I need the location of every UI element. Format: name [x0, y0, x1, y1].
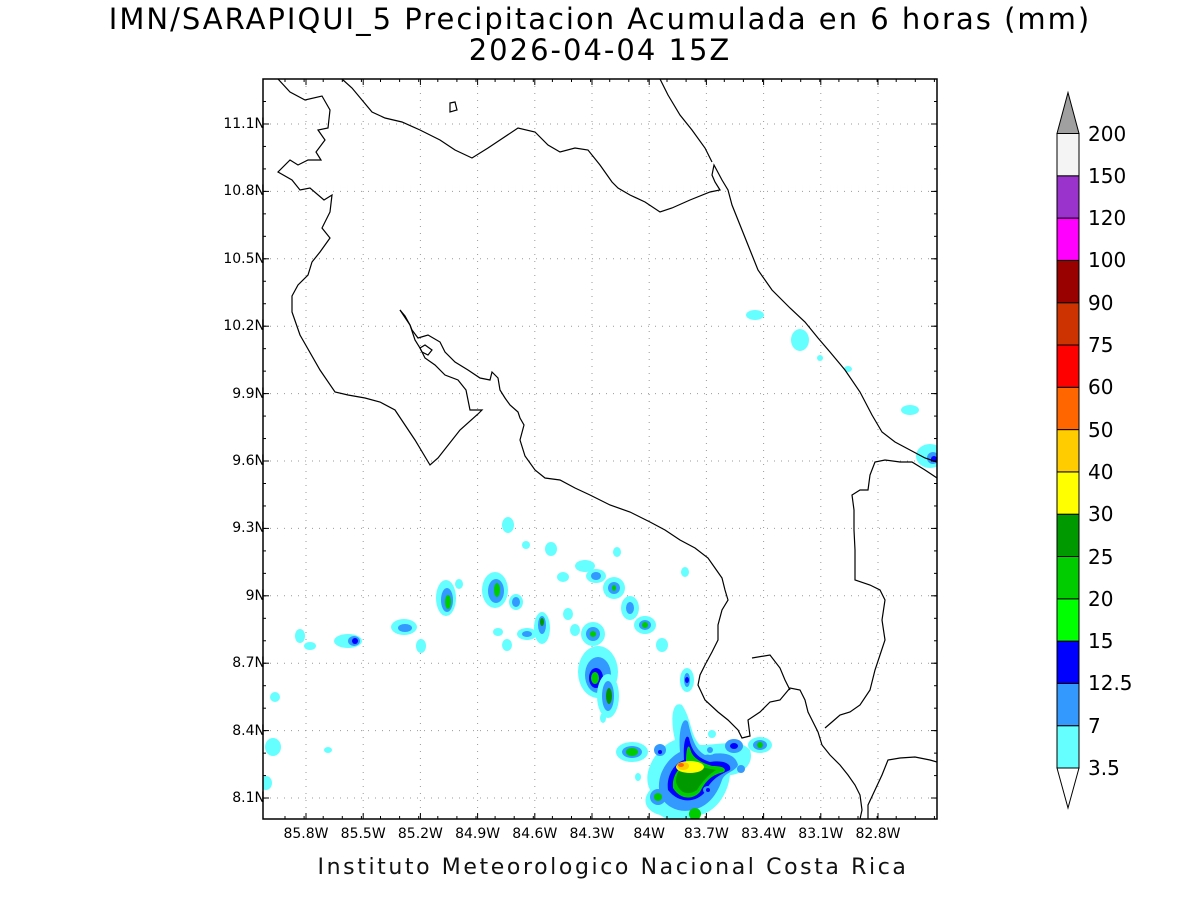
lat-label: 9.9N — [232, 385, 265, 402]
lat-label: 9.6N — [232, 453, 265, 469]
map-subtitle: 2026-04-04 15Z — [468, 33, 732, 67]
colorbar-swatch — [1056, 640, 1080, 684]
colorbar-swatch — [1056, 175, 1080, 219]
colorbar-level-label: 15 — [1088, 629, 1114, 654]
precip-cell — [681, 310, 937, 577]
lon-label: 83.4W — [741, 826, 787, 842]
colorbar-swatch — [1056, 429, 1080, 473]
colorbar-swatch — [1056, 133, 1080, 177]
colorbar-level-label: 3.5 — [1088, 756, 1120, 780]
lon-label: 83.1W — [798, 826, 844, 842]
map-frame — [262, 78, 938, 820]
colorbar-swatch — [1056, 302, 1080, 346]
colorbar-level-label: 40 — [1088, 459, 1114, 484]
precip-cell — [616, 704, 772, 819]
lat-label: 9N — [245, 587, 265, 604]
colorbar-level-label: 100 — [1088, 248, 1127, 273]
coastline — [277, 79, 937, 819]
colorbar-swatch — [1056, 259, 1080, 304]
lon-label: 84.6W — [512, 826, 558, 842]
lon-label: 82.8W — [855, 826, 901, 842]
lon-label: 84W — [633, 826, 666, 842]
colorbar-lower-triangle — [1056, 767, 1080, 810]
lat-label: 8.7N — [232, 655, 265, 672]
colorbar-swatch — [1056, 598, 1080, 642]
colorbar-level-label: 90 — [1088, 290, 1114, 315]
colorbar-level-label: 150 — [1088, 163, 1127, 188]
colorbar-swatch — [1056, 471, 1080, 515]
colorbar-swatch — [1056, 217, 1080, 261]
lon-label: 83.7W — [683, 826, 729, 842]
lat-label: 8.4N — [232, 722, 265, 739]
colorbar-swatch — [1056, 725, 1080, 769]
lon-label: 84.9W — [455, 826, 501, 842]
colorbar-swatch — [1056, 556, 1080, 600]
lat-label: 10.2N — [223, 318, 265, 335]
lon-label: 85.8W — [283, 826, 329, 842]
footer-credit: Instituto Meteorologico Nacional Costa R… — [317, 855, 909, 880]
lon-label: 84.3W — [569, 826, 615, 842]
colorbar-swatch — [1056, 386, 1080, 431]
lat-label: 11.1N — [223, 116, 265, 132]
colorbar-level-label: 30 — [1088, 502, 1114, 527]
colorbar-level-label: 7 — [1088, 713, 1101, 738]
colorbar-level-label: 25 — [1088, 544, 1114, 569]
colorbar-level-label: 50 — [1088, 417, 1114, 442]
colorbar-swatch — [1056, 682, 1080, 727]
map-title: IMN/SARAPIQUI_5 Precipitacion Acumulada … — [108, 2, 1092, 36]
colorbar-level-label: 20 — [1088, 586, 1114, 611]
precip-cell — [263, 517, 694, 790]
lat-label: 8.1N — [232, 790, 265, 806]
lon-label: 85.5W — [340, 826, 386, 842]
lat-label: 10.5N — [223, 250, 265, 267]
colorbar-swatch — [1056, 513, 1080, 558]
colorbar-level-label: 75 — [1088, 333, 1114, 357]
colorbar-level-label: 200 — [1088, 121, 1127, 146]
colorbar-level-label: 12.5 — [1088, 671, 1133, 696]
colorbar — [1056, 90, 1080, 810]
lat-label: 10.8N — [223, 183, 265, 200]
grid-lines — [263, 79, 937, 819]
precipitation-fill — [263, 310, 937, 819]
colorbar-upper-triangle — [1056, 90, 1080, 134]
colorbar-level-label: 60 — [1088, 375, 1114, 400]
lat-label: 9.3N — [232, 520, 265, 537]
colorbar-level-label: 120 — [1088, 206, 1127, 231]
lon-label: 85.2W — [397, 826, 443, 842]
colorbar-swatch — [1056, 344, 1080, 388]
